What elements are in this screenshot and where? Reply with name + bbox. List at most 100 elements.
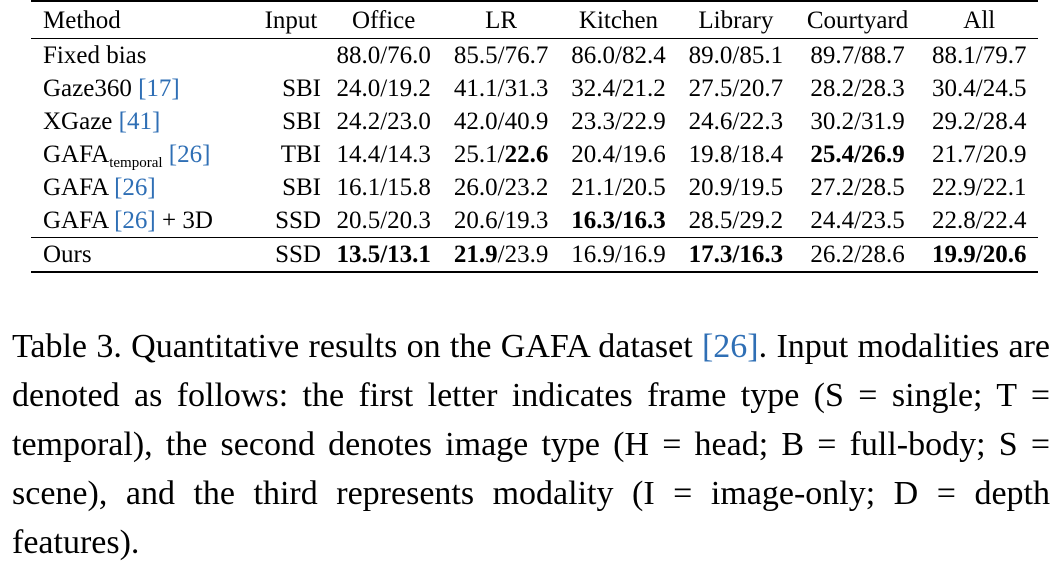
value-cell-library: 17.3/16.3 (677, 238, 794, 273)
value-second: 14.3 (387, 141, 431, 168)
value-separator: / (975, 174, 983, 201)
value-separator: / (615, 241, 622, 268)
input-cell: SBI (282, 174, 321, 201)
value-cell-all: 88.1/79.7 (921, 39, 1038, 73)
method-suffix: + 3D (155, 207, 213, 234)
value-cell-office: 24.2/23.0 (325, 105, 442, 138)
table-row: GAFA [26] + 3D SSD 20.5/20.3 20.6/19.3 16.3 /… (31, 204, 1038, 238)
value-cell-kitchen: 23.3/22.9 (560, 105, 677, 138)
value-first: 41.1 (453, 75, 498, 102)
value-first: 24.2 (336, 108, 381, 135)
value-separator: / (497, 207, 505, 234)
value-cell-office: 20.5/20.3 (325, 204, 442, 238)
value-separator: / (380, 174, 388, 201)
value-first: 27.5 (688, 75, 733, 102)
value-separator: / (975, 141, 983, 168)
value-separator: / (380, 42, 388, 69)
value-separator: / (615, 75, 622, 102)
value-first: 17.3 (688, 241, 733, 268)
method-name: XGaze (43, 108, 119, 135)
value-separator: / (854, 207, 862, 234)
value-first: 23.3 (571, 108, 615, 135)
value-second: 28.5 (861, 174, 905, 201)
value-cell-lr: 20.6/19.3 (442, 204, 559, 238)
value-first: 20.4 (571, 141, 615, 168)
header-input: Input (264, 6, 318, 34)
input-cell: SSD (275, 207, 321, 234)
value-first: 16.3 (571, 207, 615, 234)
value-cell-courtyard: 25.4/26.9 (795, 138, 921, 171)
value-separator: / (497, 241, 505, 268)
value-cell-lr: 26.0/23.2 (442, 171, 559, 204)
citation-link[interactable]: [26] (168, 141, 211, 168)
citation-link[interactable]: [26] (114, 207, 156, 234)
value-second: 88.7 (861, 42, 905, 69)
value-second: 28.4 (982, 108, 1027, 135)
value-second: 85.1 (739, 42, 784, 69)
value-separator: / (854, 141, 862, 168)
value-second: 79.7 (982, 42, 1027, 69)
value-separator: / (975, 207, 983, 234)
method-name: GAFA (43, 207, 115, 234)
citation-link[interactable]: [26] (114, 174, 156, 201)
value-second: 20.5 (621, 174, 666, 201)
value-separator: / (615, 174, 622, 201)
value-second: 16.3 (739, 241, 784, 268)
value-separator: / (975, 75, 983, 102)
caption-text-end: . Input modalities are denoted as follow… (12, 328, 1051, 561)
value-second: 31.3 (504, 75, 549, 102)
value-cell-courtyard: 24.4/23.5 (795, 204, 921, 238)
value-first: 30.4 (932, 75, 976, 102)
value-separator: / (615, 141, 622, 168)
value-cell-courtyard: 28.2/28.3 (795, 72, 921, 105)
value-cell-office: 88.0/76.0 (325, 39, 442, 73)
citation-link[interactable]: [41] (118, 108, 161, 135)
value-first: 29.2 (932, 108, 976, 135)
value-cell-lr: 25.1/22.6 (442, 138, 559, 171)
header-courtyard: Courtyard (806, 6, 909, 34)
value-first: 13.5 (336, 241, 381, 268)
value-separator: / (732, 241, 740, 268)
method-cell: XGaze [41] (31, 105, 261, 138)
value-cell-office: 14.4/14.3 (325, 138, 442, 171)
table-row: Gaze360 [17] SBI 24.0/19.2 41.1/31.3 32.4/21… (31, 72, 1038, 105)
value-first: 21.7 (932, 141, 976, 168)
value-second: 21.2 (621, 75, 666, 102)
value-cell-all: 22.9/22.1 (921, 171, 1038, 204)
value-separator: / (732, 174, 740, 201)
value-first: 20.6 (453, 207, 498, 234)
value-second: 23.2 (504, 174, 549, 201)
value-cell-all: 21.7/20.9 (921, 138, 1038, 171)
value-second: 29.2 (739, 207, 784, 234)
caption-text-start: Table 3. Quantitative results on the GAF… (12, 328, 702, 365)
input-cell: SSD (275, 241, 321, 268)
value-first: 24.6 (688, 108, 733, 135)
value-first: 20.5 (336, 207, 381, 234)
value-separator: / (615, 42, 622, 69)
caption-citation-link[interactable]: [26] (701, 328, 759, 365)
value-first: 28.2 (810, 75, 855, 102)
value-cell-office: 24.0/19.2 (325, 72, 442, 105)
value-separator: / (497, 75, 505, 102)
value-separator: / (732, 207, 740, 234)
value-separator: / (615, 108, 622, 135)
value-separator: / (854, 174, 862, 201)
value-second: 26.9 (861, 141, 905, 168)
value-first: 16.9 (571, 241, 615, 268)
method-cell: GAFAtemporal [26] (31, 138, 261, 171)
value-second: 20.6 (982, 241, 1027, 268)
citation-link[interactable]: [17] (138, 75, 180, 102)
table-row: GAFAtemporal [26] TBI 14.4/14.3 25.1/22.6 20… (31, 138, 1038, 171)
value-second: 24.5 (982, 75, 1027, 102)
input-cell: SBI (282, 75, 321, 102)
value-second: 23.5 (861, 207, 905, 234)
value-cell-lr: 21.9/23.9 (442, 238, 559, 273)
value-separator: / (732, 108, 740, 135)
value-separator: / (380, 108, 388, 135)
value-cell-courtyard: 26.2/28.6 (795, 238, 921, 273)
value-first: 20.9 (688, 174, 733, 201)
value-cell-office: 16.1/15.8 (325, 171, 442, 204)
value-first: 19.8 (688, 141, 733, 168)
value-cell-kitchen: 86.0/82.4 (560, 39, 677, 73)
table-row: GAFA [26] SBI 16.1/15.8 26.0/23.2 21.1/20.5 2… (31, 171, 1038, 204)
